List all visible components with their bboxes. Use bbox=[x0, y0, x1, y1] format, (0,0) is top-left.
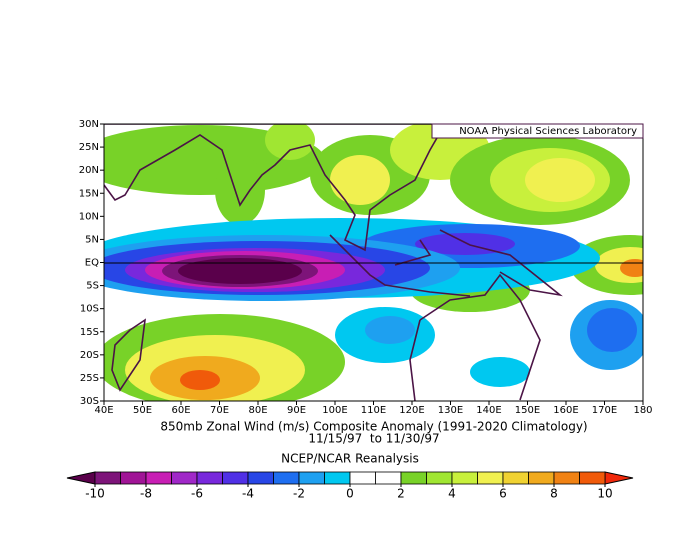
colorbar-label: 10 bbox=[597, 487, 612, 501]
colorbar-box bbox=[196, 471, 223, 485]
lon-tick-label: 160E bbox=[553, 405, 578, 416]
lon-tick-label: 180 bbox=[633, 405, 652, 416]
lat-tick-label: 15S bbox=[80, 327, 99, 338]
colorbar-box bbox=[247, 471, 274, 485]
colorbar-box bbox=[171, 471, 198, 485]
lon-tick-label: 80E bbox=[248, 405, 267, 416]
lat-tick-label: EQ bbox=[85, 258, 99, 269]
colorbar-under bbox=[66, 471, 96, 485]
colorbar-label: -6 bbox=[191, 487, 203, 501]
colorbar-box bbox=[222, 471, 249, 485]
colorbar-box bbox=[273, 471, 300, 485]
lat-tick-label: 10S bbox=[80, 304, 99, 315]
lon-tick-label: 40E bbox=[94, 405, 113, 416]
colorbar-label: 2 bbox=[397, 487, 405, 501]
colorbar-box bbox=[120, 471, 147, 485]
colorbar-label: -4 bbox=[242, 487, 254, 501]
lon-tick-label: 130E bbox=[438, 405, 463, 416]
lon-tick-label: 60E bbox=[171, 405, 190, 416]
map-source: NCEP/NCAR Reanalysis bbox=[281, 452, 419, 466]
credit-box bbox=[431, 123, 644, 139]
colorbar-label: 0 bbox=[346, 487, 354, 501]
lat-tick-label: 5N bbox=[85, 234, 99, 245]
colorbar-box bbox=[579, 471, 606, 485]
colorbar-box bbox=[298, 471, 325, 485]
map-title: 850mb Zonal Wind (m/s) Composite Anomaly… bbox=[160, 420, 587, 434]
map-dates: 11/15/97 to 11/30/97 bbox=[308, 432, 439, 446]
lon-tick-label: 140E bbox=[476, 405, 501, 416]
colorbar-box bbox=[477, 471, 504, 485]
lat-tick-label: 25N bbox=[79, 142, 99, 153]
lat-tick-label: 25S bbox=[80, 373, 99, 384]
lon-tick-label: 70E bbox=[210, 405, 229, 416]
colorbar-box bbox=[145, 471, 172, 485]
colorbar-over bbox=[604, 471, 634, 485]
colorbar-box bbox=[553, 471, 580, 485]
credit: NOAA Physical Sciences Laboratory bbox=[459, 126, 637, 137]
lat-tick-label: 30S bbox=[80, 396, 99, 407]
lat-tick-label: 20S bbox=[80, 350, 99, 361]
colorbar-box bbox=[349, 471, 376, 485]
lat-tick-label: 20N bbox=[79, 165, 99, 176]
colorbar-label: 4 bbox=[448, 487, 456, 501]
lon-tick-label: 100E bbox=[322, 405, 347, 416]
colorbar-box bbox=[502, 471, 529, 485]
colorbar-box bbox=[324, 471, 351, 485]
colorbar-label: -2 bbox=[293, 487, 305, 501]
colorbar-box bbox=[451, 471, 478, 485]
colorbar-label: 8 bbox=[550, 487, 558, 501]
colorbar-label: -8 bbox=[140, 487, 152, 501]
colorbar-box bbox=[94, 471, 121, 485]
lat-tick-label: 10N bbox=[79, 211, 99, 222]
anomaly-field bbox=[104, 124, 643, 401]
colorbar-box bbox=[400, 471, 427, 485]
colorbar-label: -10 bbox=[85, 487, 105, 501]
colorbar-box bbox=[528, 471, 555, 485]
lat-tick-label: 15N bbox=[79, 188, 99, 199]
lon-tick-label: 50E bbox=[133, 405, 152, 416]
colorbar-label: 6 bbox=[499, 487, 507, 501]
colorbar-box bbox=[426, 471, 453, 485]
lon-tick-label: 170E bbox=[592, 405, 617, 416]
lat-tick-label: 30N bbox=[79, 119, 99, 130]
lon-tick-label: 120E bbox=[399, 405, 424, 416]
lat-tick-label: 5S bbox=[86, 281, 99, 292]
colorbar-box bbox=[375, 471, 402, 485]
lon-tick-label: 150E bbox=[515, 405, 540, 416]
lon-tick-label: 90E bbox=[287, 405, 306, 416]
lon-tick-label: 110E bbox=[361, 405, 386, 416]
